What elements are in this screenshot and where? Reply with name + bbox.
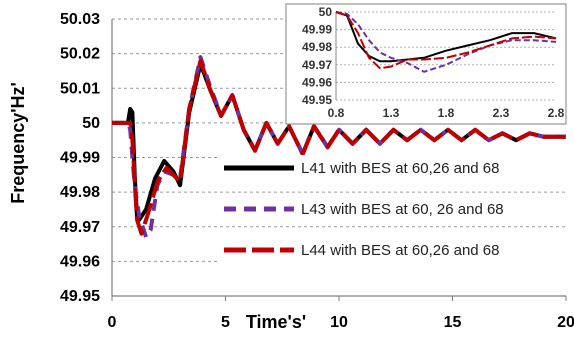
inset-y-tick-label: 49.98 xyxy=(302,40,332,54)
y-tick-label: 50 xyxy=(82,115,100,132)
inset-chart: 49.95 49.96 49.97 49.98 49.99 50 0.8 1.3 1.8 2.3 2… xyxy=(285,3,567,125)
inset-x-tick-label: 2.8 xyxy=(548,106,565,120)
y-tick-label: 50.03 xyxy=(60,11,100,28)
legend: L41 with BES at 60,26 and 68 L43 with BES… xyxy=(220,155,570,263)
inset-x-tick-label: 0.8 xyxy=(328,106,345,120)
inset-y-tick-label: 49.95 xyxy=(302,93,332,107)
inset-x-tick-label: 1.3 xyxy=(383,106,400,120)
main-tick-labels: 49.9549.9649.9749.9849.995050.0150.0250.… xyxy=(60,11,574,331)
inset-y-tick-label: 49.96 xyxy=(302,75,332,89)
y-tick-label: 49.96 xyxy=(60,253,100,270)
y-tick-label: 50.01 xyxy=(60,80,100,97)
x-tick-label: 5 xyxy=(221,314,230,331)
inset-series-line-1 xyxy=(335,11,557,63)
x-tick-label: 0 xyxy=(108,314,117,331)
inset-y-tick-label: 49.97 xyxy=(302,58,332,72)
x-tick-label: 20 xyxy=(557,314,574,331)
y-tick-label: 50.02 xyxy=(60,46,100,63)
inset-y-tick-label: 50 xyxy=(319,5,333,19)
y-tick-label: 49.97 xyxy=(60,219,100,236)
main-plot-area xyxy=(112,55,566,240)
legend-label-3: L44 with BES at 60,26 and 68 xyxy=(301,242,499,259)
inset-y-tick-label: 49.99 xyxy=(302,23,332,37)
inset-series-line-2 xyxy=(335,11,557,73)
inset-series-line-3 xyxy=(335,11,557,70)
y-tick-label: 49.99 xyxy=(60,150,100,167)
inset-frame xyxy=(285,3,567,125)
inset-x-tick-label: 2.3 xyxy=(493,106,510,120)
x-tick-label: 10 xyxy=(330,314,348,331)
legend-entry-bg xyxy=(220,196,570,222)
y-tick-label: 49.98 xyxy=(60,184,100,201)
inset-x-tick-label: 1.8 xyxy=(438,106,455,120)
y-axis-title: Frequency'Hz' xyxy=(8,82,28,204)
x-tick-label: 15 xyxy=(444,314,462,331)
x-axis-title: Time's' xyxy=(246,312,306,332)
legend-entry-bg xyxy=(220,237,570,263)
legend-label-2: L43 with BES at 60, 26 and 68 xyxy=(301,201,504,218)
series-line-3 xyxy=(112,58,566,236)
y-tick-label: 49.95 xyxy=(60,288,100,305)
legend-label-1: L41 with BES at 60,26 and 68 xyxy=(301,160,499,177)
